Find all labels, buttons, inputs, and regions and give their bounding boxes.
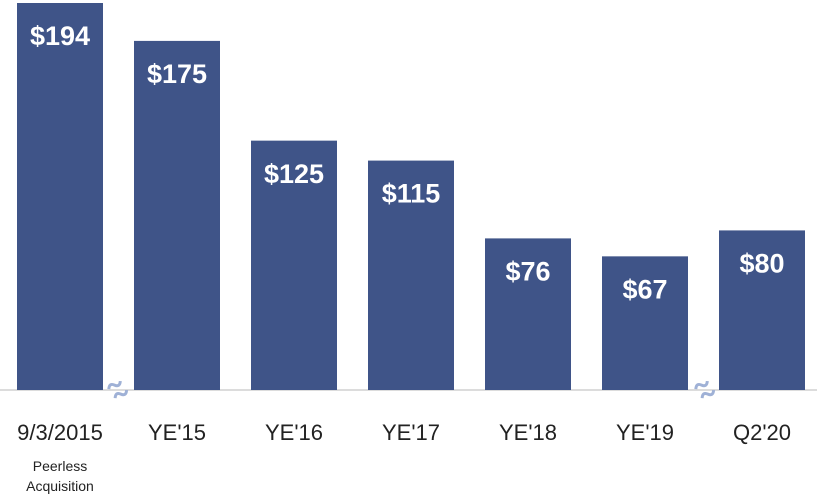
- axis-break: [107, 380, 129, 399]
- bar: [602, 256, 688, 390]
- x-tick-label: 9/3/2015: [17, 420, 103, 445]
- bar: [251, 140, 337, 390]
- bar: [134, 40, 220, 390]
- bar: [485, 238, 571, 390]
- x-tick-label: YE'18: [499, 420, 557, 445]
- bar: [719, 230, 805, 390]
- value-label: $67: [622, 274, 667, 304]
- x-tick-label: YE'17: [382, 420, 440, 445]
- x-tick-label: Q2'20: [733, 420, 791, 445]
- x-tick-label: YE'15: [148, 420, 206, 445]
- value-label: $76: [505, 257, 550, 287]
- bar: [17, 3, 103, 390]
- value-label: $115: [382, 179, 441, 209]
- value-label: $175: [147, 59, 207, 89]
- value-label: $194: [30, 21, 90, 51]
- x-tick-label: YE'16: [265, 420, 323, 445]
- axis-break: [694, 380, 716, 399]
- bar: [368, 160, 454, 390]
- value-label: $80: [739, 249, 784, 279]
- annotation: Peerless Acquisition: [26, 458, 94, 494]
- x-tick-label: YE'19: [616, 420, 674, 445]
- value-label: $125: [264, 159, 324, 189]
